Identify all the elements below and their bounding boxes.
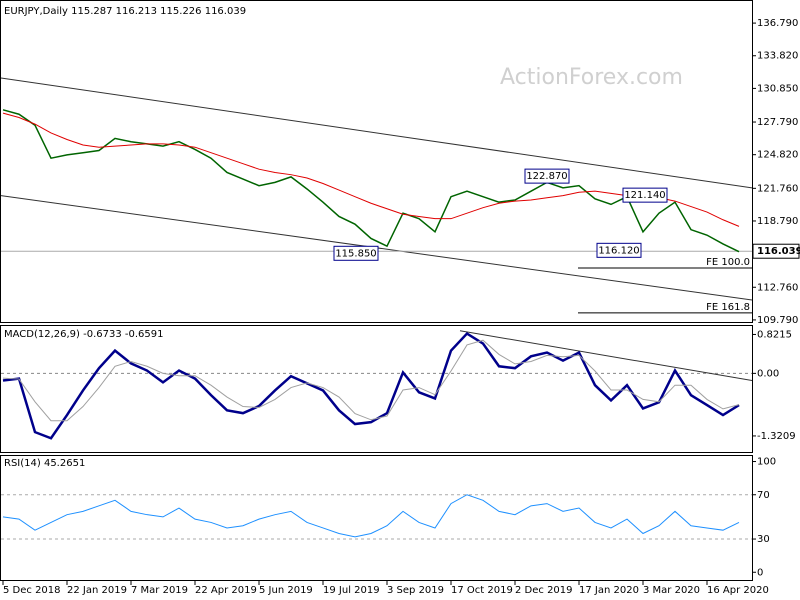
series-line	[2, 112, 740, 227]
x-tick-label: 3 Mar 2020	[643, 585, 700, 596]
y-tick-label: 0.8215	[757, 329, 792, 340]
fe-label: FE 161.8	[706, 302, 750, 313]
annotation-box	[333, 245, 379, 261]
y-tick-label: 124.820	[757, 150, 798, 161]
series-line	[2, 494, 740, 538]
rsi-header: RSI(14) 45.2651	[4, 458, 85, 469]
y-tick-label: 118.790	[757, 216, 798, 227]
x-tick-label: 5 Jun 2019	[259, 585, 313, 596]
last-price-box	[752, 243, 800, 259]
annotation-box	[622, 187, 668, 203]
x-tick-label: 3 Sep 2019	[387, 585, 444, 596]
x-tick-label: 2 Dec 2019	[515, 585, 573, 596]
annotation-label: 115.850	[335, 248, 376, 259]
x-tick-label: 7 Mar 2019	[131, 585, 188, 596]
x-tick-label: 5 Dec 2018	[3, 585, 61, 596]
y-tick-label: 127.790	[757, 117, 798, 128]
y-tick-label: 30	[757, 534, 770, 545]
x-tick-label: 22 Apr 2019	[195, 585, 257, 596]
y-tick-label: 133.820	[757, 51, 798, 62]
annotation-label: 122.870	[526, 171, 567, 182]
x-tick-label: 19 Jul 2019	[323, 585, 380, 596]
y-tick-label: 130.850	[757, 83, 798, 94]
watermark: ActionForex.com	[500, 65, 683, 90]
x-tick-label: 17 Jan 2020	[579, 585, 639, 596]
fe-label: FE 100.0	[706, 257, 750, 268]
y-tick-label: 100	[757, 457, 776, 468]
rsi-panel	[0, 455, 753, 581]
y-tick-label: 109.790	[757, 315, 798, 326]
annotation-box	[596, 242, 642, 258]
y-tick-label: 0	[757, 567, 763, 578]
series-line	[2, 331, 740, 440]
trend-line	[459, 330, 753, 381]
series-line	[2, 109, 740, 253]
annotation-label: 116.120	[598, 245, 639, 256]
y-tick-label: 0.00	[757, 368, 779, 379]
macd-panel	[0, 325, 753, 453]
y-tick-label: 121.760	[757, 183, 798, 194]
x-tick-label: 17 Oct 2019	[451, 585, 513, 596]
y-tick-label: -1.3209	[757, 431, 796, 442]
x-tick-label: 16 Apr 2020	[707, 585, 769, 596]
series-line	[2, 339, 740, 422]
x-tick-label: 22 Jan 2019	[67, 585, 127, 596]
macd-header: MACD(12,26,9) -0.6733 -0.6591	[4, 329, 164, 340]
annotation-label: 121.140	[624, 190, 665, 201]
annotation-box	[524, 168, 570, 184]
y-tick-label: 70	[757, 490, 770, 501]
channel-line	[0, 77, 753, 189]
y-tick-label: 136.790	[757, 18, 798, 29]
price-panel	[0, 0, 753, 323]
price-header: EURJPY,Daily 115.287 116.213 115.226 116…	[4, 6, 246, 17]
y-tick-label: 112.760	[757, 282, 798, 293]
last-price-label: 116.039	[757, 246, 800, 257]
